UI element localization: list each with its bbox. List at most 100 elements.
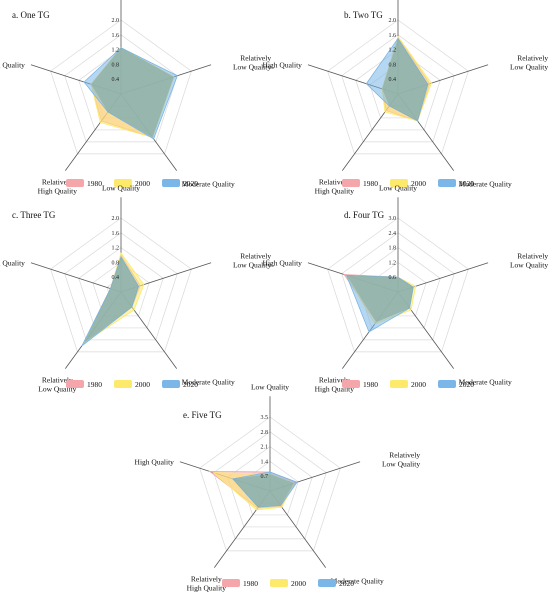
legend-swatch-1980 [342,380,360,388]
legend-label: 2000 [135,179,150,188]
legend-label: 2000 [411,380,426,389]
legend: 1980 2000 2020 [342,380,474,389]
tick-label: 0.6 [389,275,397,281]
legend-swatch-2020 [318,579,336,587]
grid-ring [355,49,441,131]
legend-swatch-1980 [66,179,84,187]
legend: 1980 2000 2020 [222,579,354,588]
axis-label: Moderate Quality [331,577,384,586]
tick-label: 0.8 [112,62,120,68]
series-overlap [84,256,139,343]
axis-label: Relatively Low Quality [510,252,548,270]
tick-label: 1.6 [112,33,120,39]
legend: 1980 2000 2020 [66,179,198,188]
grid-ring [64,232,178,341]
legend-label: 1980 [87,179,102,188]
legend-swatch-1980 [342,179,360,187]
tick-label: 3.0 [389,216,397,222]
panel-title: e. Five TG [183,410,222,420]
tick-label: 2.0 [112,18,120,24]
axis-label: Relatively Low Quality [38,376,76,394]
axis-label: Moderate Quality [182,378,235,387]
axis-label: Relatively High Quality [38,178,78,196]
legend-label: 2020 [183,179,198,188]
legend-swatch-2000 [390,179,408,187]
panel-title: b. Two TG [344,10,383,20]
legend-swatch-2000 [114,179,132,187]
axis-label: Low Quality [251,382,289,391]
tick-label: 2.8 [261,430,269,436]
tick-label: 2.1 [261,445,269,451]
axis-line [30,262,122,293]
radar-panel: e. Five TG 0.7 1.4 2.1 2.8 3.5 Low Quality Rela… [135,382,421,592]
tick-label: 2.4 [389,231,397,237]
tick-label: 1.8 [389,246,397,252]
legend-label: 2000 [291,579,306,588]
legend-label: 2000 [411,179,426,188]
axis-label: Relatively Low Quality [382,451,420,469]
axis-label: Relatively High Quality [315,178,355,196]
series-overlap [382,38,428,121]
panel-title: d. Four TG [344,210,385,220]
legend-swatch-2020 [162,179,180,187]
tick-label: 1.2 [389,260,397,266]
axis-label: Low Quality [102,183,140,192]
legend-label: 1980 [243,579,258,588]
tick-label: 1.4 [261,459,269,465]
axis-label: Relatively Low Quality [233,54,271,72]
tick-label: 2.0 [112,216,120,222]
axis-label: Moderate Quality [182,180,235,189]
radar-panel: d. Four TG 0.6 1.2 1.8 2.4 3.0 Low Quality Rela… [263,183,549,393]
grid-ring [327,19,469,155]
legend-label: 2020 [183,380,198,389]
legend-label: 1980 [363,179,378,188]
axis-label: Relatively High Quality [315,376,355,394]
legend-swatch-2020 [438,380,456,388]
axis-label: High Quality [0,61,25,70]
tick-label: 1.6 [112,231,120,237]
grid-ring [355,247,441,329]
axis-label: High Quality [263,61,303,70]
axis-label: Relatively Low Quality [233,252,271,270]
axis-label: Relatively High Quality [187,575,227,593]
axis-label: High Quality [0,259,25,268]
legend: 1980 2000 2020 [342,179,474,188]
legend-label: 2020 [459,179,474,188]
legend: 1980 2000 2020 [66,380,198,389]
legend-swatch-2020 [162,380,180,388]
panel-title: c. Three TG [12,210,56,220]
grid-ring [199,416,341,552]
axis-label: Moderate Quality [459,180,512,189]
tick-label: 1.2 [389,48,397,54]
axis-label: Moderate Quality [459,378,512,387]
grid-ring [327,217,469,353]
grid-ring [78,247,164,329]
grid-ring [213,431,327,540]
series-overlap [346,275,414,322]
grid-ring [341,34,455,143]
tick-label: 0.4 [112,77,120,83]
axis-label: Low Quality [379,183,417,192]
panel-title: a. One TG [12,10,50,20]
tick-label: 0.4 [389,77,397,83]
tick-label: 0.7 [261,474,269,480]
tick-label: 0.8 [112,260,120,266]
tick-label: 1.2 [112,246,120,252]
grid-ring [64,34,178,143]
legend-swatch-2000 [114,380,132,388]
radar-panel: b. Two TG 0.4 0.8 1.2 1.6 2.0 Low Quality Relat… [263,0,548,196]
legend-label: 2020 [339,579,354,588]
legend-label: 2020 [459,380,474,389]
tick-label: 0.4 [112,275,120,281]
tick-label: 0.8 [389,62,397,68]
tick-label: 1.2 [112,48,120,54]
tick-label: 1.6 [389,33,397,39]
tick-label: 3.5 [261,415,269,421]
axis-label: High Quality [263,259,303,268]
legend-swatch-1980 [66,380,84,388]
grid-ring [50,19,192,155]
legend-label: 1980 [87,380,102,389]
legend-label: 2000 [135,380,150,389]
legend-swatch-2000 [270,579,288,587]
